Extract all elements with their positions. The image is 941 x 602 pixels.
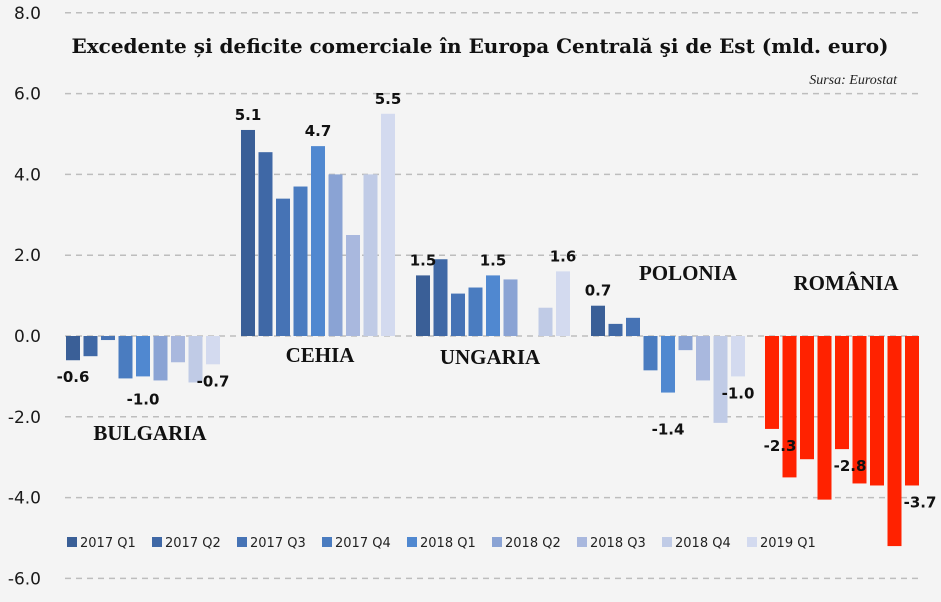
y-tick-label: 0.0 <box>14 327 41 347</box>
bar-polonia-2017-q2 <box>608 323 623 336</box>
bar-ungaria-2017-q1 <box>416 275 430 336</box>
data-label: -1.0 <box>722 384 755 402</box>
legend-swatch <box>407 537 417 547</box>
data-label: -0.6 <box>57 368 90 386</box>
y-tick-label: -6.0 <box>8 569 41 589</box>
legend-label: 2019 Q1 <box>760 536 816 551</box>
data-label: 1.5 <box>410 251 437 269</box>
legend-label: 2017 Q3 <box>250 536 306 551</box>
bar-românia-2017-q4 <box>817 336 832 500</box>
bar-românia-2018-q2 <box>852 336 867 484</box>
legend-label: 2017 Q4 <box>335 536 391 551</box>
bar-românia-2017-q1 <box>765 336 779 429</box>
y-tick-label: 4.0 <box>14 165 41 185</box>
bar-polonia-2017-q1 <box>591 305 605 336</box>
legend-label: 2017 Q2 <box>165 536 221 551</box>
bar-cehia-2017-q1 <box>241 129 255 336</box>
bar-bulgaria-2018-q4 <box>188 336 203 383</box>
bar-cehia-2019-q1 <box>381 113 395 336</box>
bar-bulgaria-2018-q2 <box>153 336 168 381</box>
data-label: -3.7 <box>904 493 937 511</box>
bar-cehia-2017-q3 <box>276 198 290 336</box>
country-label-0: BULGARIA <box>93 421 207 445</box>
legend-swatch <box>747 537 757 547</box>
bar-polonia-2018-q2 <box>678 336 693 351</box>
data-label: -2.3 <box>764 437 797 455</box>
bar-bulgaria-2017-q2 <box>83 336 98 357</box>
country-label-4: ROMÂNIA <box>794 271 900 295</box>
legend-swatch <box>237 537 247 547</box>
legend-swatch <box>577 537 587 547</box>
legend-swatch <box>67 537 77 547</box>
chart-source: Sursa: Eurostat <box>809 73 898 88</box>
y-tick-label: -2.0 <box>8 408 41 428</box>
y-tick-label: 8.0 <box>14 4 41 24</box>
country-label-2: UNGARIA <box>440 345 541 369</box>
bar-cehia-2018-q4 <box>363 174 378 336</box>
legend-swatch <box>662 537 672 547</box>
bars <box>66 113 919 547</box>
bar-românia-2019-q1 <box>905 336 919 486</box>
bar-ungaria-2018-q1 <box>486 275 500 336</box>
legend-label: 2017 Q1 <box>80 536 136 551</box>
legend: 2017 Q1 2017 Q2 2017 Q3 2017 Q4 2018 Q1 2018 … <box>67 536 816 551</box>
data-label: 5.1 <box>235 106 262 124</box>
legend-swatch <box>492 537 502 547</box>
legend-label: 2018 Q1 <box>420 536 476 551</box>
bar-cehia-2017-q4 <box>293 186 308 336</box>
y-tick-label: -4.0 <box>8 489 41 509</box>
bar-polonia-2019-q1 <box>731 336 745 377</box>
data-label: 4.7 <box>305 122 332 140</box>
bar-bulgaria-2017-q4 <box>118 336 133 379</box>
legend-swatch <box>152 537 162 547</box>
bar-ungaria-2017-q3 <box>451 293 465 336</box>
bar-cehia-2017-q2 <box>258 152 273 336</box>
data-label: -0.7 <box>197 372 230 390</box>
bar-bulgaria-2017-q1 <box>66 336 80 361</box>
data-label: 1.5 <box>480 251 507 269</box>
legend-label: 2018 Q4 <box>675 536 731 551</box>
bar-cehia-2018-q3 <box>346 235 360 336</box>
legend-label: 2018 Q2 <box>505 536 561 551</box>
data-label: -2.8 <box>834 457 867 475</box>
data-label: 0.7 <box>585 282 612 300</box>
bar-românia-2018-q1 <box>835 336 849 450</box>
bar-românia-2018-q4 <box>887 336 902 547</box>
bar-ungaria-2018-q4 <box>538 307 553 336</box>
bar-bulgaria-2018-q1 <box>136 336 150 377</box>
data-label: 5.5 <box>375 90 402 108</box>
legend-label: 2018 Q3 <box>590 536 646 551</box>
data-labels: -0.6 -1.0 -0.7 5.1 4.7 5.5 1.5 1.5 1.6 0.7 -1.4 -1.… <box>57 90 937 512</box>
country-labels: BULGARIA CEHIA UNGARIA POLONIA ROMÂNIA <box>93 261 899 445</box>
bar-polonia-2017-q4 <box>643 336 658 371</box>
country-label-1: CEHIA <box>286 343 356 367</box>
bar-polonia-2017-q3 <box>626 317 640 336</box>
bar-polonia-2018-q4 <box>713 336 728 423</box>
bar-cehia-2018-q1 <box>311 146 325 336</box>
data-label: 1.6 <box>550 247 577 265</box>
bar-românia-2017-q3 <box>800 336 814 460</box>
y-axis-ticks: 8.0 6.0 4.0 2.0 0.0 -2.0 -4.0 -6.0 <box>8 4 41 590</box>
chart-title: Excedente și deficite comerciale în Euro… <box>71 34 888 58</box>
y-tick-label: 2.0 <box>14 246 41 266</box>
bar-ungaria-2019-q1 <box>556 271 570 336</box>
bar-cehia-2018-q2 <box>328 174 343 336</box>
data-label: -1.4 <box>652 421 685 439</box>
bar-ungaria-2018-q2 <box>503 279 518 336</box>
bar-polonia-2018-q1 <box>661 336 675 393</box>
bar-polonia-2018-q3 <box>696 336 710 381</box>
country-label-3: POLONIA <box>639 261 738 285</box>
bar-bulgaria-2019-q1 <box>206 336 220 365</box>
bar-bulgaria-2018-q3 <box>171 336 185 363</box>
bar-ungaria-2017-q4 <box>468 287 483 336</box>
data-label: -1.0 <box>127 390 160 408</box>
legend-swatch <box>322 537 332 547</box>
bar-românia-2017-q2 <box>782 336 797 478</box>
y-tick-label: 6.0 <box>14 85 41 105</box>
bar-bulgaria-2017-q3 <box>101 336 115 341</box>
bar-ungaria-2017-q2 <box>433 259 448 336</box>
bar-românia-2018-q3 <box>870 336 884 486</box>
